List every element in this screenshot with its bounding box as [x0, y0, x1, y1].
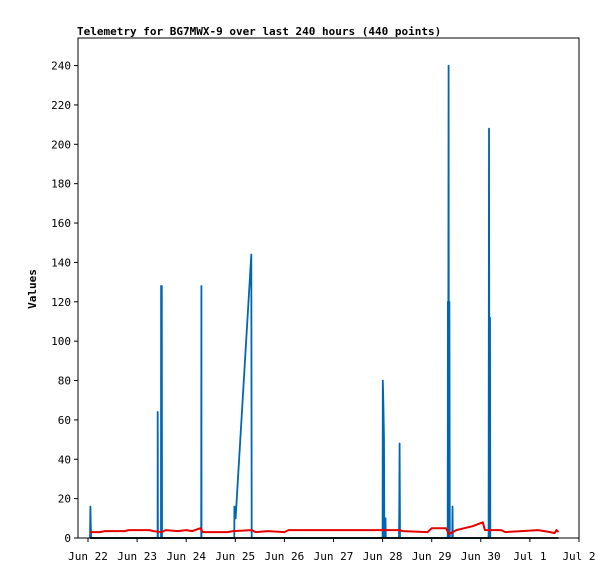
- x-tick-label: Jun 23: [117, 550, 157, 563]
- y-axis-label: Values: [26, 269, 39, 309]
- y-tick-label: 140: [51, 256, 71, 269]
- x-tick-label: Jun 25: [215, 550, 255, 563]
- x-tick-label: Jun 22: [68, 550, 108, 563]
- y-tick-label: 20: [58, 493, 71, 506]
- y-tick-label: 80: [58, 375, 71, 388]
- y-tick-label: 180: [51, 178, 71, 191]
- y-tick-label: 220: [51, 99, 71, 112]
- x-tick-label: Jun 29: [412, 550, 452, 563]
- series-line-2: [90, 521, 560, 536]
- y-tick-label: 60: [58, 414, 71, 427]
- chart-title: Telemetry for BG7MWX-9 over last 240 hou…: [77, 25, 441, 38]
- x-tick-label: Jun 26: [265, 550, 305, 563]
- x-tick-label: Jun 30: [461, 550, 501, 563]
- x-tick-label: Jul 2: [562, 550, 595, 563]
- axis-layer: 0 20 40 60 80 100 120 140 160 180 200 220 240 Jun 22 J…: [51, 60, 595, 563]
- y-tick-label: 40: [58, 453, 71, 466]
- x-tick-label: Jul 1: [513, 550, 546, 563]
- y-tick-label: 240: [51, 60, 71, 73]
- y-tick-label: 100: [51, 335, 71, 348]
- plot-frame: [77, 37, 580, 539]
- y-tick-label: 120: [51, 296, 71, 309]
- x-tick-label: Jun 27: [314, 550, 354, 563]
- y-tick-label: 200: [51, 138, 71, 151]
- y-tick-label: 160: [51, 217, 71, 230]
- y-tick-label: 0: [64, 532, 71, 545]
- x-tick-label: Jun 24: [166, 550, 206, 563]
- x-tick-label: Jun 28: [363, 550, 403, 563]
